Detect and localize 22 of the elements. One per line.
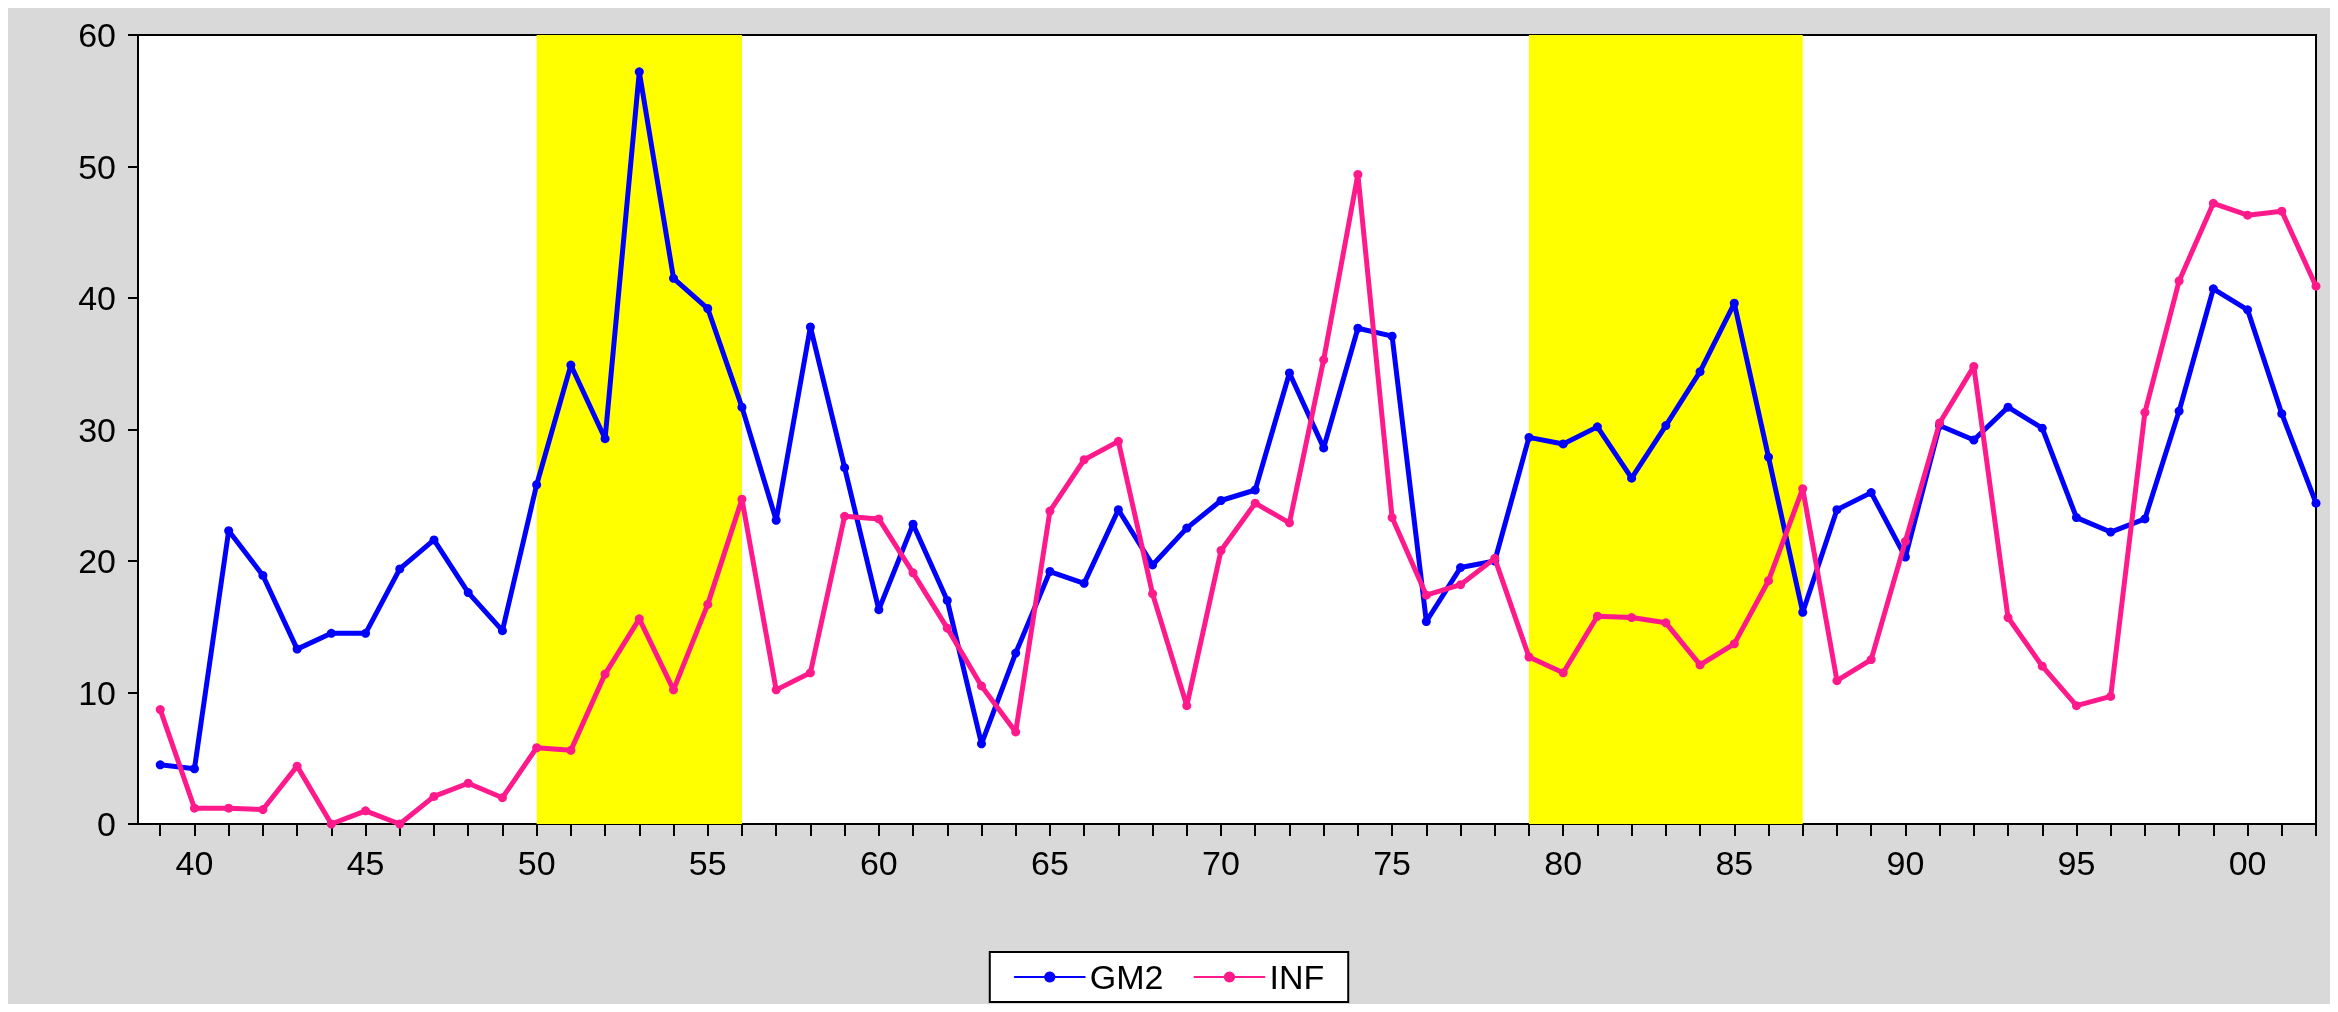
x-tick-label: 85 (1715, 844, 1754, 882)
x-tick-label: 80 (1544, 844, 1583, 882)
x-tick-label: 75 (1373, 844, 1412, 882)
y-tick-label: 10 (78, 673, 116, 712)
legend-label: GM2 (1089, 958, 1164, 996)
y-tick-label: 30 (78, 410, 116, 449)
x-tick-label: 45 (346, 844, 385, 882)
x-tick-label: 40 (175, 844, 214, 882)
legend-label: INF (1269, 958, 1325, 996)
x-tick-label: 55 (688, 844, 727, 882)
x-tick-label: 00 (2228, 844, 2267, 882)
y-tick-label: 40 (78, 279, 116, 317)
y-tick-label: 20 (78, 542, 116, 580)
x-tick-label: 60 (859, 844, 898, 882)
x-tick-label: 95 (2057, 844, 2096, 882)
x-tick-label: 90 (1886, 844, 1925, 882)
y-tick-label: 50 (78, 147, 116, 186)
x-tick-label: 70 (1202, 844, 1240, 882)
x-tick-label: 50 (517, 844, 556, 882)
x-tick-label: 65 (1031, 844, 1069, 882)
y-tick-label: 60 (78, 16, 116, 54)
y-tick-label: 0 (97, 805, 116, 843)
